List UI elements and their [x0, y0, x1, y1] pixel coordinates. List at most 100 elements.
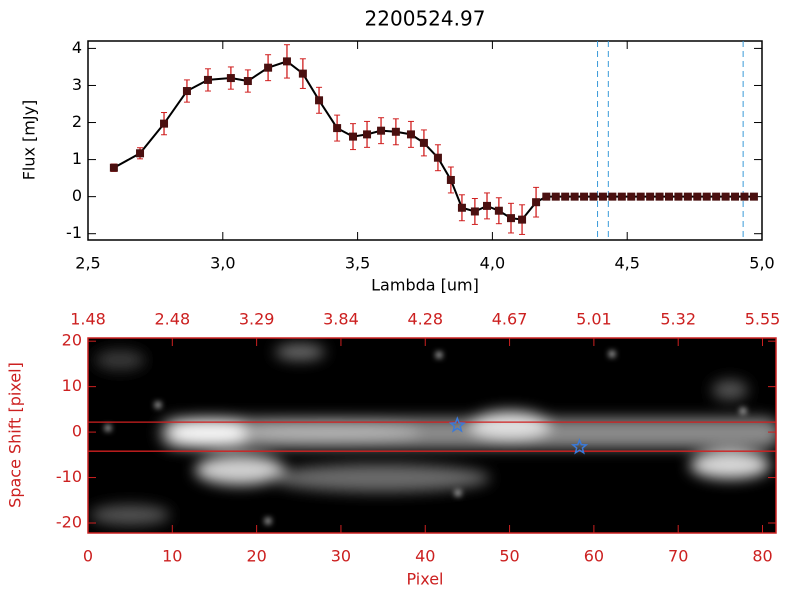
image-blobs: [90, 344, 776, 525]
y-tick-label: 4: [72, 38, 82, 57]
data-point: [646, 192, 655, 201]
data-point: [406, 130, 415, 139]
y-tick-label: 0: [72, 186, 82, 205]
blob: [240, 422, 420, 442]
speck: [436, 352, 442, 358]
data-point: [674, 192, 683, 201]
x-tick-label: 3,5: [345, 254, 370, 273]
blob: [170, 418, 250, 448]
data-point: [683, 192, 692, 201]
x-tick-label: 3,0: [210, 254, 235, 273]
blob: [195, 455, 285, 485]
chart-title: 2200524.97: [365, 7, 486, 31]
x-axis-label: Pixel: [406, 570, 443, 589]
data-point: [655, 192, 664, 201]
data-point: [712, 192, 721, 201]
x-axis-label: Lambda [um]: [371, 276, 479, 295]
plot-frame: [87, 40, 763, 241]
x-tick-label: 4,5: [614, 254, 639, 273]
star-marker: [570, 438, 589, 455]
x2-tick-label: 5.55: [745, 310, 781, 329]
x2-tick-label: 4.67: [492, 310, 528, 329]
x-tick-label: 70: [668, 547, 688, 566]
data-point: [570, 192, 579, 201]
plot-frame: [87, 337, 777, 534]
x-tick-label: 60: [584, 547, 604, 566]
x-tick-label: 30: [331, 547, 351, 566]
y-tick-label: -10: [56, 467, 82, 486]
data-point: [160, 119, 169, 128]
y-tick-label: -1: [66, 223, 82, 242]
data-point: [608, 192, 617, 201]
data-point: [391, 127, 400, 136]
speck: [740, 408, 746, 414]
x2-tick-label: 3.84: [323, 310, 359, 329]
data-point: [470, 207, 479, 216]
data-point: [226, 74, 235, 83]
data-point: [561, 192, 570, 201]
data-point: [636, 192, 645, 201]
y-tick-label: 3: [72, 75, 82, 94]
x-tick-label: 80: [752, 547, 772, 566]
data-point: [182, 87, 191, 96]
data-point: [136, 149, 145, 158]
data-point: [589, 192, 598, 201]
y-tick-label: 0: [72, 422, 82, 441]
data-point: [483, 201, 492, 210]
data-point: [580, 192, 589, 201]
x2-tick-label: 4.28: [407, 310, 443, 329]
y-tick-label: 10: [62, 376, 82, 395]
blob: [470, 411, 550, 439]
data-point: [693, 192, 702, 201]
data-point: [109, 163, 118, 172]
data-point: [542, 192, 551, 201]
speck: [265, 518, 271, 524]
data-point: [264, 63, 273, 72]
data-point: [315, 96, 324, 105]
data-point: [749, 192, 758, 201]
image-specks: [105, 351, 746, 524]
data-point: [551, 192, 560, 201]
speck: [455, 490, 461, 496]
x2-tick-label: 3.29: [239, 310, 275, 329]
data-point: [731, 192, 740, 201]
blob: [90, 505, 170, 525]
data-point: [518, 215, 527, 224]
data-point: [243, 77, 252, 86]
y-tick-label: 2: [72, 112, 82, 131]
data-point: [282, 57, 291, 66]
x-tick-label: 40: [415, 547, 435, 566]
x2-tick-label: 1.48: [70, 310, 106, 329]
spectrum-image: [88, 338, 776, 533]
x-tick-label: 50: [499, 547, 519, 566]
data-point: [349, 132, 358, 141]
data-point: [494, 206, 503, 215]
blob: [275, 344, 325, 360]
data-point: [702, 192, 711, 201]
data-point: [298, 69, 307, 78]
data-point: [598, 192, 607, 201]
y-tick-label: -20: [56, 513, 82, 532]
x-tick-label: 0: [83, 547, 93, 566]
data-point: [377, 126, 386, 135]
speck: [609, 351, 615, 357]
y-tick-label: 20: [62, 331, 82, 350]
data-point: [433, 153, 442, 162]
data-point: [203, 75, 212, 84]
data-point: [740, 192, 749, 201]
y-axis-label: Flux [mJy]: [20, 100, 39, 181]
y-tick-label: 1: [72, 149, 82, 168]
x2-tick-label: 5.01: [576, 310, 612, 329]
blob: [95, 350, 145, 370]
data-point: [617, 192, 626, 201]
speck: [105, 425, 111, 431]
blob: [270, 464, 490, 492]
data-point: [507, 214, 516, 223]
blob: [712, 380, 748, 400]
x2-tick-label: 2.48: [155, 310, 191, 329]
x-tick-label: 4,0: [480, 254, 505, 273]
data-point: [627, 192, 636, 201]
y-axis-label: Space Shift [pixel]: [6, 362, 25, 508]
